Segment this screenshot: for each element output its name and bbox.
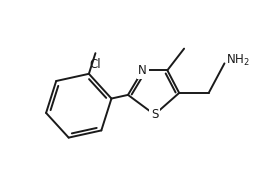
Text: Cl: Cl bbox=[90, 58, 101, 71]
Text: N: N bbox=[138, 64, 147, 77]
Text: NH$_2$: NH$_2$ bbox=[227, 53, 250, 68]
Text: S: S bbox=[151, 108, 158, 121]
